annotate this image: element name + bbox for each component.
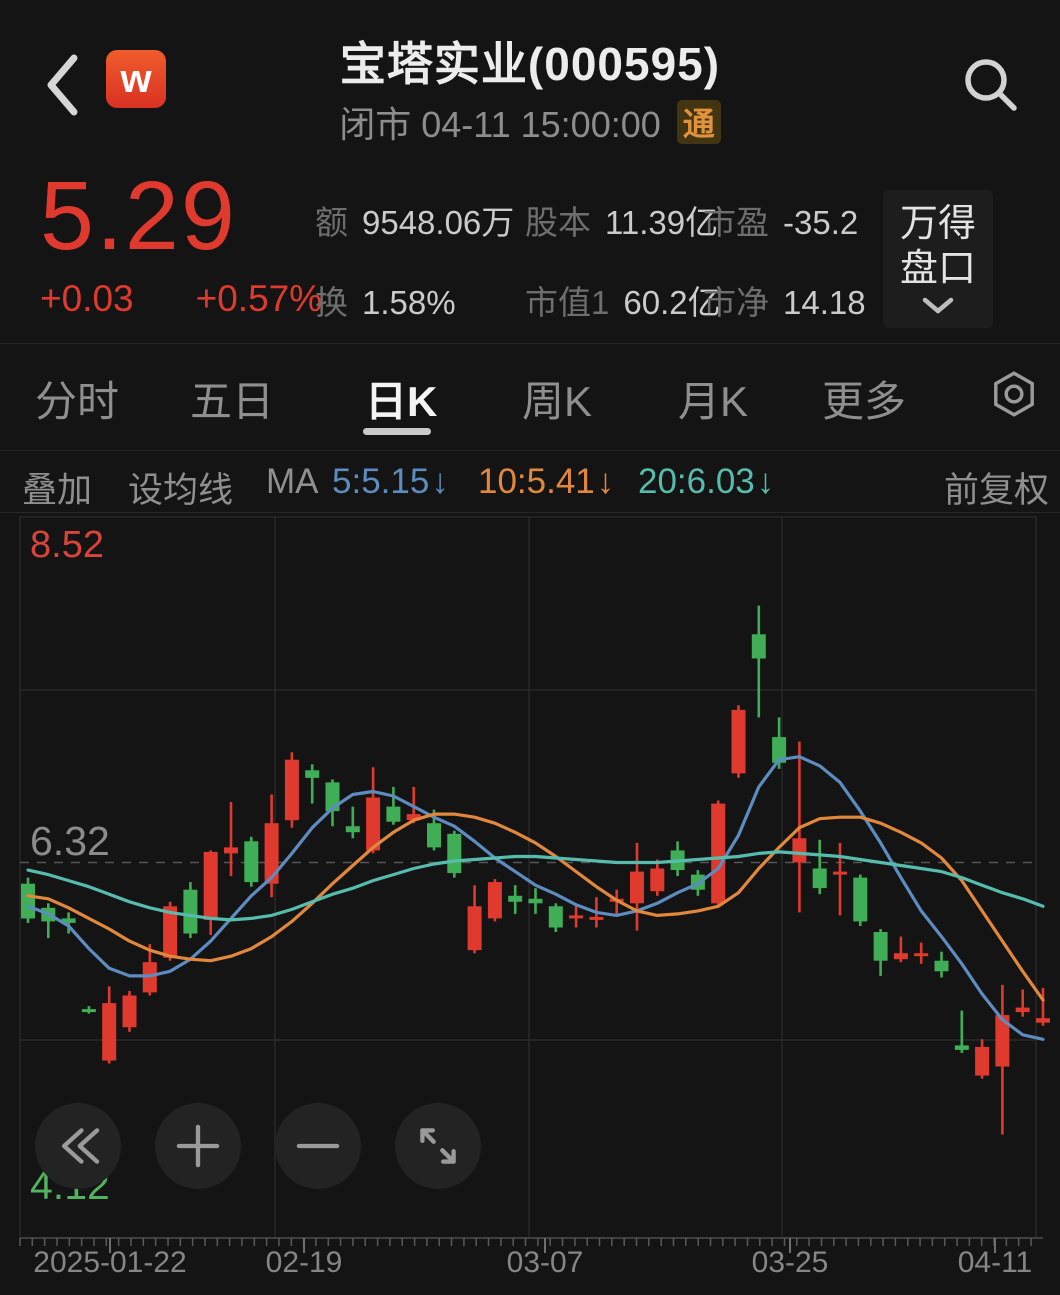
x-axis-label: 03-07 (506, 1246, 584, 1279)
back-button[interactable] (38, 50, 90, 120)
x-axis-label: 2025-01-22 (33, 1246, 187, 1279)
chevron-down-icon (922, 298, 954, 314)
tab-intraday[interactable]: 分时 (35, 378, 120, 425)
stat-market-cap: 市值1 60.2亿 (525, 284, 721, 321)
overlay-button[interactable]: 叠加 (22, 471, 93, 510)
double-chevron-left-icon (61, 1128, 100, 1164)
tab-five-day[interactable]: 五日 (190, 378, 275, 425)
price-change-percent: +0.57% (195, 278, 323, 319)
tab-monthly-k[interactable]: 月K (678, 378, 749, 425)
zoom-in-button[interactable] (155, 1103, 241, 1189)
minus-icon (296, 1143, 340, 1149)
x-axis-label: 04-11 (957, 1246, 1033, 1279)
stat-pe-ratio: 市盈 -35.2 (703, 204, 859, 241)
change-row: +0.03 +0.57% (40, 278, 322, 320)
hk-connect-badge: 通 (676, 100, 721, 144)
wind-logo-letter: w (120, 57, 152, 101)
active-tab-underline (363, 428, 431, 435)
pan-left-button[interactable] (35, 1103, 121, 1189)
ma20-value: 20:6.03 ↓ (638, 462, 775, 501)
ma-label: MA (266, 462, 319, 501)
stat-share-capital: 股本 11.39亿 (525, 204, 719, 241)
y-axis-max-label: 8.52 (30, 524, 104, 566)
chart-settings-button[interactable] (988, 368, 1040, 420)
set-ma-button[interactable]: 设均线 (128, 471, 234, 510)
plus-icon (176, 1124, 220, 1168)
down-arrow-icon: ↓ (431, 462, 449, 501)
wind-logo[interactable]: w (106, 50, 166, 108)
tab-daily-k[interactable]: 日K (365, 378, 438, 425)
stat-pb-ratio: 市净 14.18 (703, 284, 866, 321)
stat-amount: 额 9548.06万 (315, 204, 515, 241)
chevron-left-icon (47, 54, 78, 116)
tab-weekly-k[interactable]: 周K (522, 378, 593, 425)
page-title: 宝塔实业(000595) (339, 38, 721, 90)
down-arrow-icon: ↓ (596, 462, 615, 501)
fullscreen-button[interactable] (395, 1103, 481, 1189)
expand-arrows-icon (420, 1128, 456, 1164)
separator (0, 512, 1060, 513)
tab-more[interactable]: 更多 (822, 378, 907, 425)
last-price: 5.29 (40, 161, 237, 270)
market-status-row: 闭市 04-11 15:00:00 通 (0, 96, 1060, 148)
x-axis-label: 02-19 (265, 1246, 343, 1279)
wind-order-book-button[interactable]: 万得 盘口 (883, 190, 993, 328)
stat-turnover: 换 1.58% (315, 284, 456, 321)
x-axis-label: 03-25 (751, 1246, 829, 1279)
kline-chart[interactable] (0, 515, 1060, 1255)
price-change: +0.03 (40, 278, 134, 319)
zoom-out-button[interactable] (275, 1103, 361, 1189)
ma10-value: 10:5.41 ↓ (478, 462, 615, 501)
adjust-mode-button[interactable]: 前复权 (944, 471, 1050, 510)
down-arrow-icon: ↓ (756, 462, 775, 501)
search-button[interactable] (958, 52, 1024, 118)
search-icon (965, 59, 1017, 111)
ma5-value: 5:5.15 ↓ (332, 462, 449, 501)
y-axis-mid-label: 6.32 (30, 818, 110, 864)
gear-icon (994, 371, 1034, 417)
market-status-text: 闭市 04-11 15:00:00 (339, 104, 661, 145)
separator (0, 343, 1060, 344)
separator (0, 450, 1060, 451)
